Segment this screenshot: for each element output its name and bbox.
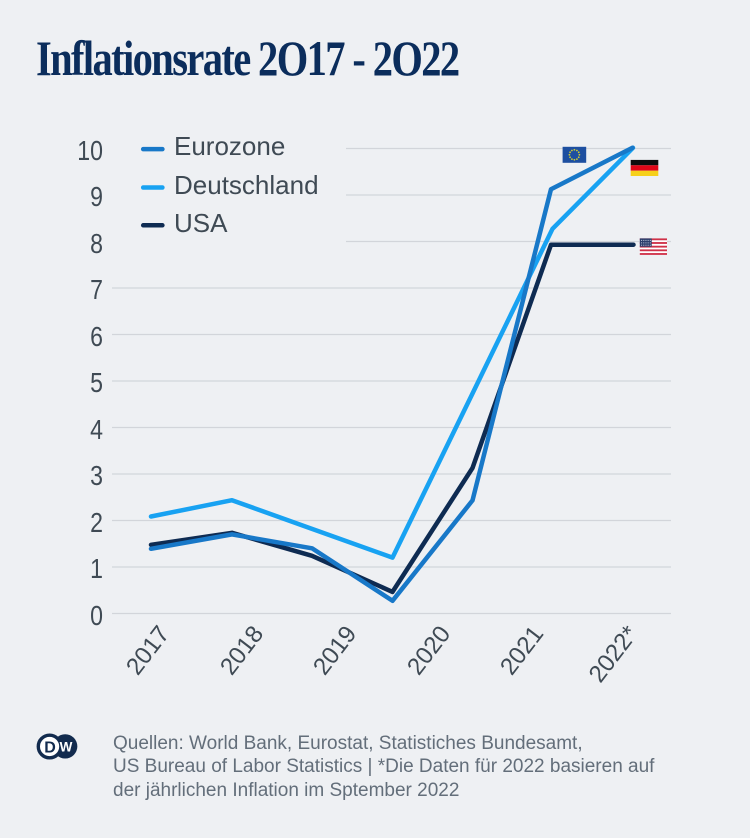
svg-text:D: D xyxy=(44,739,56,756)
svg-text:W: W xyxy=(60,740,73,755)
